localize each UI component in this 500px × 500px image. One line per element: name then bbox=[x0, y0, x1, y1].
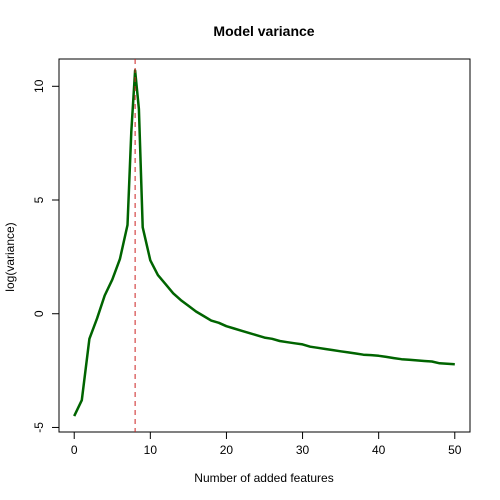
plot-frame bbox=[58, 58, 471, 433]
x-tick-label: 40 bbox=[372, 443, 386, 457]
chart-title: Model variance bbox=[213, 23, 314, 39]
y-tick-label: -5 bbox=[32, 422, 46, 433]
y-tick-label: 5 bbox=[32, 196, 46, 203]
y-axis-label: log(variance) bbox=[3, 222, 17, 291]
y-axis: -5 0 5 10 bbox=[32, 79, 60, 433]
y-tick-label: 10 bbox=[32, 79, 46, 93]
x-axis-label: Number of added features bbox=[194, 471, 333, 485]
x-tick-label: 20 bbox=[220, 443, 234, 457]
x-axis: 0 10 20 30 40 50 bbox=[71, 431, 462, 457]
series-line-0 bbox=[73, 69, 455, 417]
plot-area bbox=[73, 59, 455, 432]
y-tick-label: 0 bbox=[32, 310, 46, 317]
x-tick-label: 50 bbox=[448, 443, 462, 457]
x-tick-label: 10 bbox=[144, 443, 158, 457]
x-tick-label: 0 bbox=[71, 443, 78, 457]
x-tick-label: 30 bbox=[296, 443, 310, 457]
